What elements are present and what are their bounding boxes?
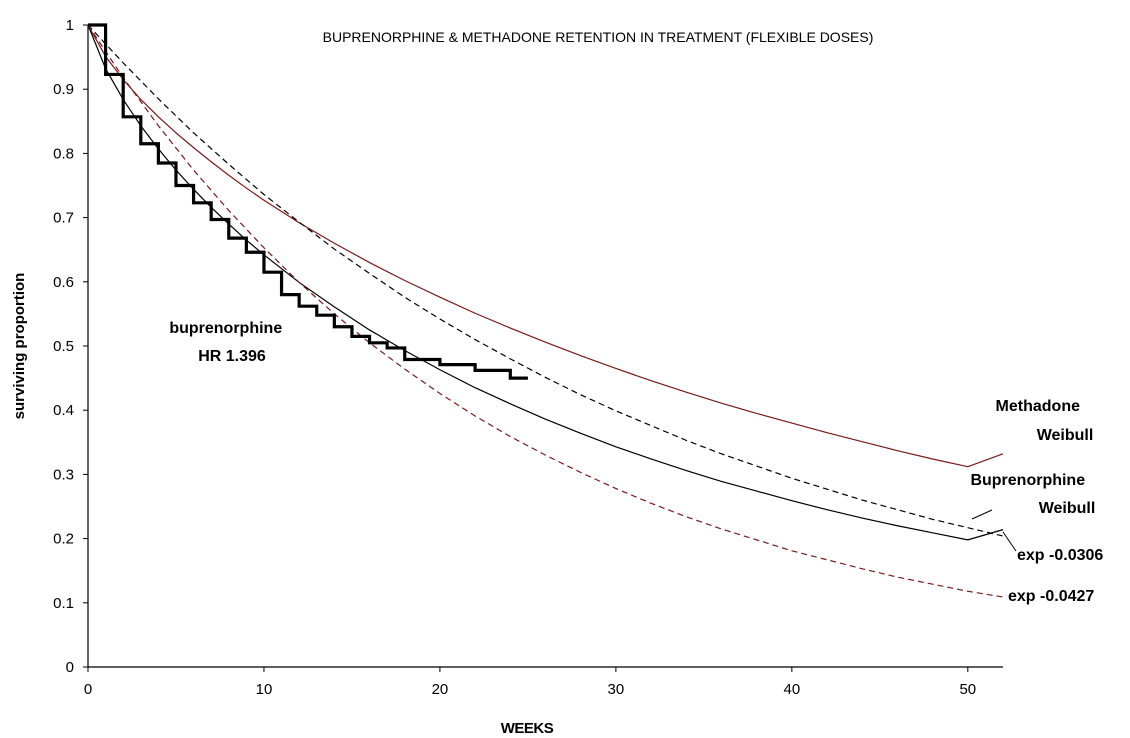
y-tick-label: 0.8 <box>53 145 74 162</box>
series-line-exp-0-0427 <box>87 24 1004 598</box>
annotation-exp-0306: exp -0.0306 <box>1017 547 1103 564</box>
y-tick-label: 0 <box>66 659 74 676</box>
y-axis-title: surviving proportion <box>11 273 28 420</box>
annotation-buprenorphine-weibull: Buprenorphine Weibull <box>970 472 1095 517</box>
y-tick-label: 0.3 <box>53 466 74 483</box>
series-line-methadone-weibull <box>87 24 1004 468</box>
annotation-buprenorphine-weibull-line2: Weibull <box>1039 500 1096 517</box>
annotations: Methadone Weibull Buprenorphine Weibull … <box>169 320 1103 605</box>
annotation-buprenorphine-hr-line1: buprenorphine <box>169 320 282 337</box>
annotation-methadone-weibull-line2: Weibull <box>1037 427 1094 444</box>
annotation-buprenorphine-weibull-line1: Buprenorphine <box>970 472 1085 489</box>
series-line-buprenorphine-weibull <box>87 24 1004 541</box>
leader-exp-0306 <box>1002 531 1017 552</box>
x-tick-label: 10 <box>256 681 273 698</box>
y-tick-label: 0.2 <box>53 531 74 548</box>
axes <box>87 25 1003 668</box>
annotation-buprenorphine-hr: buprenorphine HR 1.396 <box>169 320 286 365</box>
leader-buprenorphine-weibull <box>971 509 993 520</box>
y-tick-label: 0.4 <box>53 402 74 419</box>
annotation-exp-0306-line1: exp -0.0306 <box>1017 547 1103 564</box>
series-line-buprenorphine-hr-1-396 <box>88 23 528 380</box>
series-line-exp-0-0306 <box>87 24 1004 537</box>
chart-title: BUPRENORPHINE & METHADONE RETENTION IN T… <box>323 29 874 45</box>
x-tick-label: 0 <box>84 681 92 698</box>
y-tick-label: 0.5 <box>53 338 74 355</box>
y-tick-label: 0.9 <box>53 81 74 98</box>
annotation-buprenorphine-hr-line2: HR 1.396 <box>198 348 266 365</box>
annotation-exp-0427: exp -0.0427 <box>1008 588 1094 605</box>
x-tick-label: 20 <box>432 681 449 698</box>
x-axis-title: WEEKS <box>501 720 554 737</box>
y-tick-label: 0.1 <box>53 595 74 612</box>
y-tick-label: 0.6 <box>53 274 74 291</box>
x-tick-label: 50 <box>959 681 976 698</box>
plot-lines <box>87 23 1004 598</box>
annotation-methadone-weibull: Methadone Weibull <box>996 398 1094 444</box>
tick-marks <box>83 24 969 672</box>
x-tick-label: 40 <box>784 681 801 698</box>
x-tick-label: 30 <box>608 681 625 698</box>
tick-labels: 00.10.20.30.40.50.60.70.80.910 10 20 30 40 50 <box>53 17 976 698</box>
annotation-methadone-weibull-line1: Methadone <box>996 398 1081 415</box>
y-tick-label: 1 <box>66 17 74 34</box>
annotation-exp-0427-line1: exp -0.0427 <box>1008 588 1094 605</box>
y-tick-label: 0.7 <box>53 210 74 227</box>
